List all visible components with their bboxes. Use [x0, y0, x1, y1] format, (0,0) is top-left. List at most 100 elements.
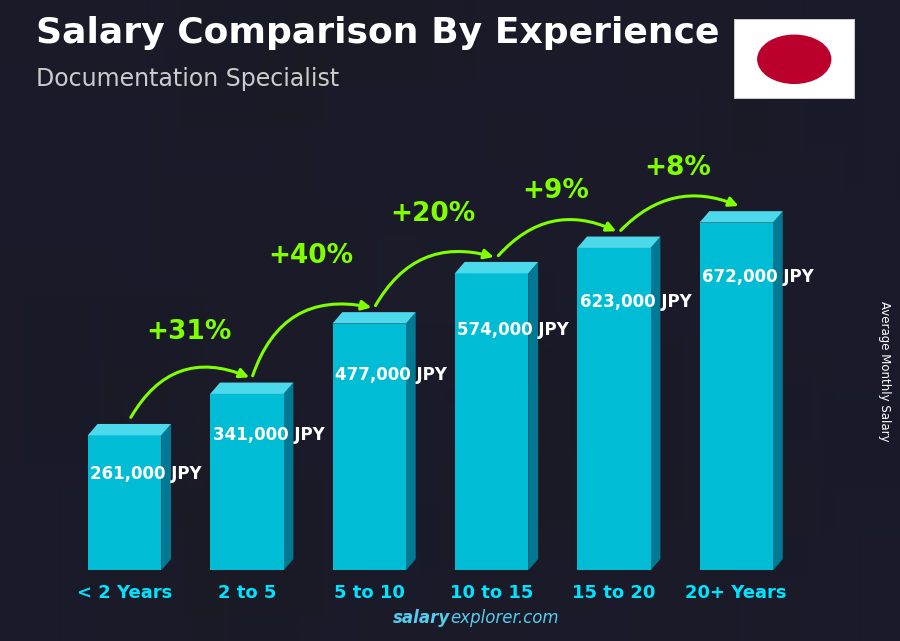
FancyBboxPatch shape [454, 273, 528, 570]
Text: +40%: +40% [268, 243, 354, 269]
Bar [775, 440, 822, 490]
Polygon shape [211, 383, 293, 394]
Bar [735, 379, 810, 459]
Bar [164, 49, 272, 165]
Text: 672,000 JPY: 672,000 JPY [702, 268, 814, 286]
Polygon shape [528, 262, 538, 570]
Bar [290, 0, 398, 49]
Polygon shape [88, 424, 171, 435]
Bar [736, 536, 860, 641]
Bar [464, 0, 591, 67]
Bar [446, 348, 498, 403]
Bar [59, 488, 221, 641]
Bar [517, 397, 657, 547]
Bar [258, 52, 322, 120]
Text: Documentation Specialist: Documentation Specialist [36, 67, 339, 91]
Bar [383, 211, 536, 374]
Bar [159, 384, 298, 532]
Bar [242, 137, 379, 283]
Bar [423, 222, 554, 362]
Bar [0, 248, 123, 436]
Bar [199, 196, 366, 374]
Bar [446, 333, 495, 384]
Bar [377, 233, 461, 323]
Text: +20%: +20% [391, 201, 476, 227]
Bar [400, 388, 572, 572]
Bar [155, 107, 310, 273]
Bar [733, 47, 864, 188]
Bar [168, 363, 219, 417]
Bar [229, 581, 300, 641]
Bar [819, 389, 900, 534]
Bar [84, 524, 232, 641]
Text: 623,000 JPY: 623,000 JPY [580, 293, 691, 311]
Bar [633, 466, 811, 641]
Bar [490, 112, 540, 167]
Text: 477,000 JPY: 477,000 JPY [335, 365, 446, 383]
Bar [386, 0, 490, 97]
Polygon shape [454, 262, 538, 273]
Bar [270, 0, 440, 161]
Bar [0, 143, 110, 327]
Bar [147, 0, 322, 65]
Bar [193, 527, 320, 641]
Polygon shape [773, 211, 783, 570]
Bar [345, 455, 406, 520]
Bar [522, 0, 586, 29]
Polygon shape [161, 424, 171, 570]
Text: 341,000 JPY: 341,000 JPY [212, 426, 324, 444]
Bar [647, 527, 741, 627]
Text: +31%: +31% [146, 319, 231, 345]
Bar [574, 115, 739, 291]
Bar [786, 219, 832, 269]
Bar [304, 2, 465, 174]
FancyBboxPatch shape [699, 222, 773, 570]
Bar [205, 481, 343, 628]
Bar [586, 0, 765, 187]
Text: salary: salary [392, 609, 450, 627]
Bar [522, 296, 659, 443]
Bar [804, 0, 900, 147]
Bar [100, 363, 239, 512]
Bar [298, 0, 472, 84]
Bar [702, 83, 768, 153]
Bar [511, 316, 590, 400]
Bar [847, 147, 898, 201]
Bar [641, 404, 806, 580]
Bar [220, 209, 361, 358]
Bar [320, 510, 491, 641]
Text: 574,000 JPY: 574,000 JPY [457, 321, 569, 339]
Bar [483, 274, 555, 351]
Circle shape [758, 35, 831, 83]
FancyBboxPatch shape [88, 435, 161, 570]
Bar [682, 105, 826, 259]
Bar [26, 294, 194, 472]
Bar [302, 33, 391, 127]
Bar [421, 112, 550, 248]
Text: explorer.com: explorer.com [450, 609, 559, 627]
Bar [107, 363, 223, 487]
Bar [227, 315, 307, 400]
Polygon shape [651, 237, 661, 570]
Text: +9%: +9% [522, 178, 590, 204]
Bar [439, 449, 593, 613]
Bar [508, 338, 681, 524]
Bar [371, 556, 419, 608]
Bar [0, 47, 80, 147]
Bar [536, 484, 704, 641]
FancyBboxPatch shape [577, 248, 651, 570]
Bar [79, 381, 137, 442]
Bar [221, 223, 340, 350]
Bar [833, 397, 900, 490]
Bar [0, 0, 97, 76]
Bar [228, 457, 400, 640]
Bar [0, 363, 89, 467]
Bar [105, 278, 245, 427]
Bar [106, 292, 205, 398]
Polygon shape [406, 312, 416, 570]
Bar [266, 0, 409, 83]
Bar [264, 0, 431, 85]
Polygon shape [332, 312, 416, 324]
Bar [178, 0, 325, 127]
Text: +8%: +8% [644, 155, 711, 181]
